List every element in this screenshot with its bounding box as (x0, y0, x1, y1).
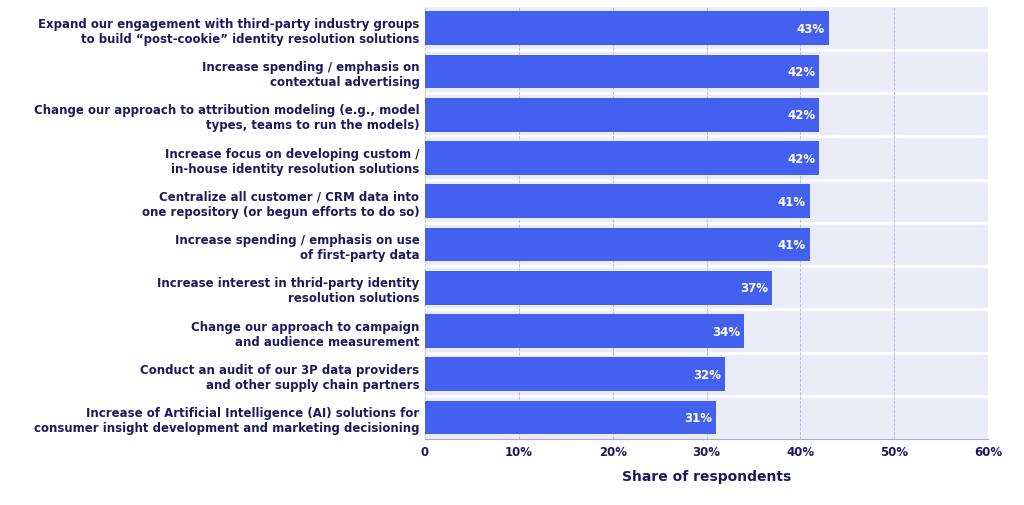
Bar (425, 396, 988, 439)
Bar (425, 185, 810, 219)
Text: 42%: 42% (787, 66, 815, 79)
Bar (425, 56, 819, 89)
Bar (425, 137, 988, 180)
Bar (425, 8, 988, 51)
Text: 41%: 41% (778, 238, 806, 251)
Bar (425, 142, 819, 176)
Bar (425, 271, 772, 305)
Bar (425, 12, 828, 46)
Text: 41%: 41% (778, 195, 806, 209)
Bar (425, 51, 988, 94)
Text: 32%: 32% (693, 368, 722, 381)
X-axis label: Share of respondents: Share of respondents (622, 469, 792, 483)
Text: 42%: 42% (787, 109, 815, 122)
Bar (425, 223, 988, 267)
Text: 31%: 31% (684, 411, 713, 424)
Bar (425, 353, 988, 396)
Text: 34%: 34% (713, 325, 740, 338)
Bar (425, 310, 988, 353)
Bar (425, 267, 988, 310)
Bar (425, 94, 988, 137)
Bar (425, 180, 988, 224)
Bar (425, 358, 725, 391)
Bar (425, 98, 819, 132)
Bar (425, 401, 716, 435)
Text: 42%: 42% (787, 152, 815, 165)
Bar (425, 228, 810, 262)
Text: 43%: 43% (797, 23, 825, 36)
Bar (425, 315, 744, 348)
Text: 37%: 37% (740, 282, 768, 295)
